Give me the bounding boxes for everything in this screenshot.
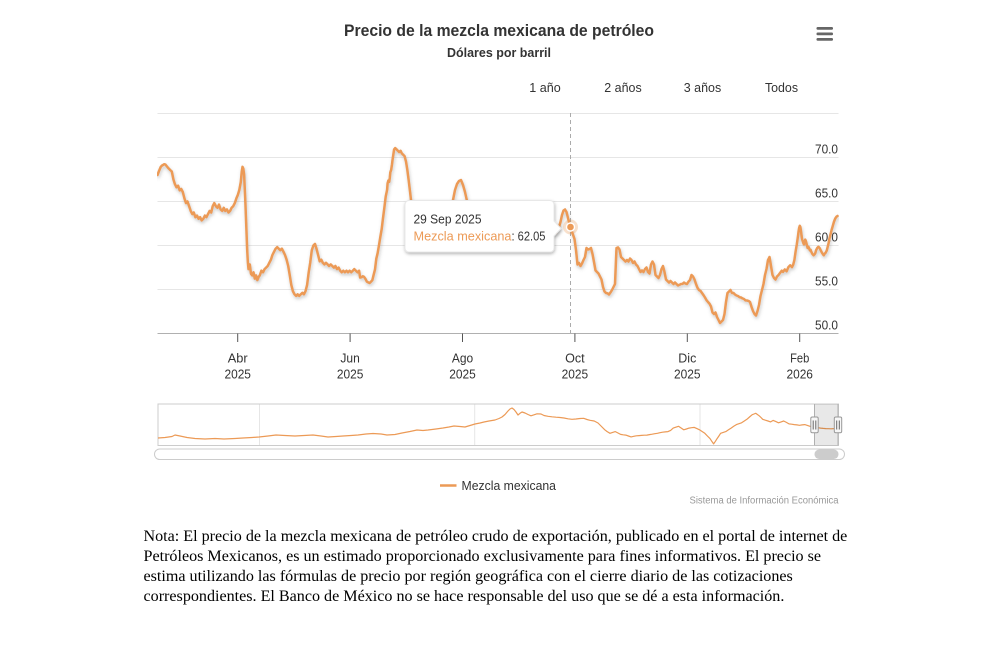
svg-text:2025: 2025 [674, 367, 701, 382]
svg-text:Todos: Todos [765, 80, 799, 95]
svg-text:65.0: 65.0 [815, 187, 838, 201]
svg-text:2026: 2026 [786, 367, 813, 382]
svg-text:Feb: Feb [790, 351, 809, 366]
svg-text:Oct: Oct [565, 351, 585, 366]
svg-text:Mezcla mexicana: 62.05: Mezcla mexicana: 62.05 [414, 229, 546, 244]
svg-text:Dólares por barril: Dólares por barril [447, 45, 551, 60]
svg-text:Abr: Abr [228, 351, 249, 366]
svg-text:29 Sep 2025: 29 Sep 2025 [414, 212, 482, 227]
svg-text:Mezcla mexicana: Mezcla mexicana [462, 478, 557, 493]
svg-text:Sistema de Información Económi: Sistema de Información Económica [690, 496, 839, 507]
svg-text:Jun: Jun [340, 351, 359, 366]
svg-text:2025: 2025 [224, 367, 251, 382]
svg-text:55.0: 55.0 [815, 275, 838, 289]
svg-text:2025: 2025 [449, 367, 476, 382]
svg-text:2025: 2025 [562, 367, 589, 382]
svg-text:Precio de la mezcla mexicana d: Precio de la mezcla mexicana de petróleo [344, 22, 654, 40]
svg-text:2025: 2025 [337, 367, 364, 382]
svg-text:60.0: 60.0 [815, 231, 838, 245]
svg-text:Dic: Dic [678, 351, 696, 366]
svg-text:50.0: 50.0 [815, 319, 838, 333]
svg-text:Ago: Ago [452, 351, 473, 366]
svg-text:70.0: 70.0 [815, 143, 838, 157]
svg-text:2 años: 2 años [604, 80, 642, 95]
svg-text:1 año: 1 año [529, 80, 561, 95]
svg-text:3 años: 3 años [684, 80, 722, 95]
